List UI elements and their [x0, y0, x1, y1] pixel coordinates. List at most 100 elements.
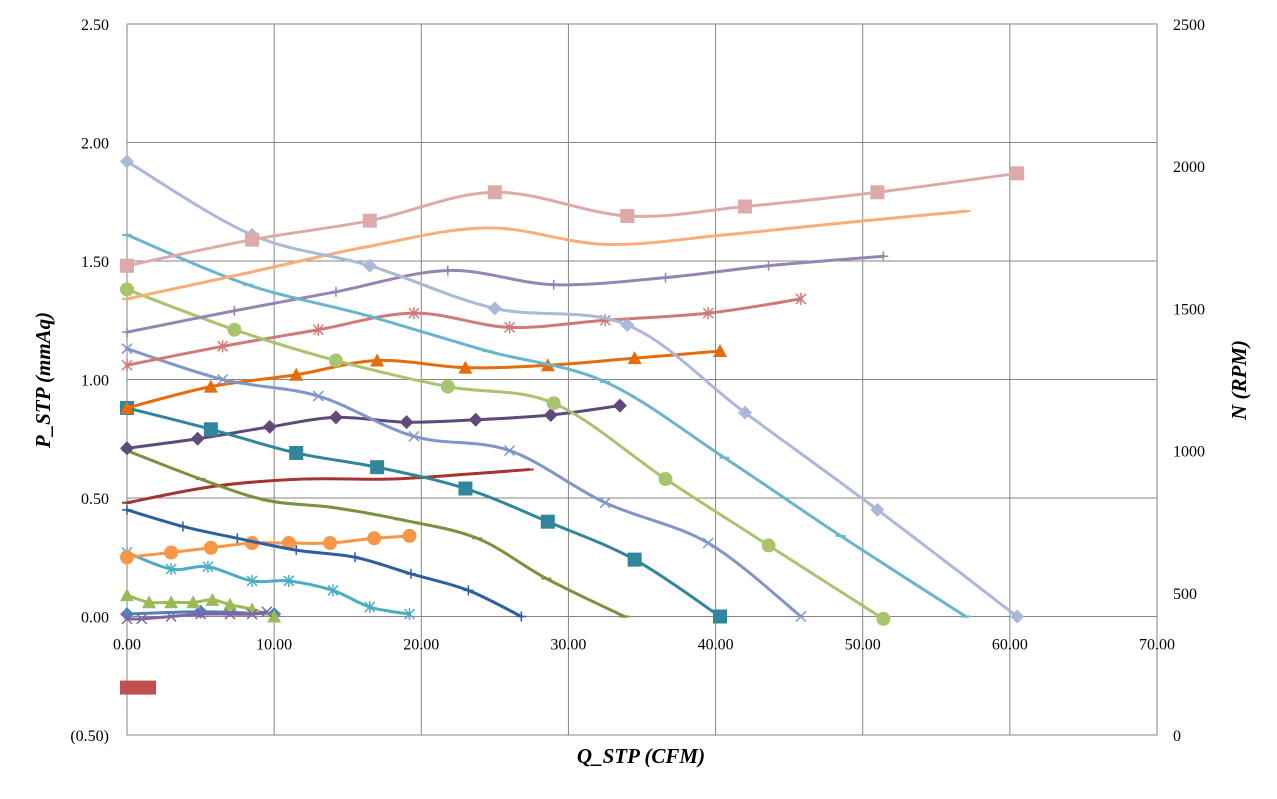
x-tick-label: 70.00 [1139, 637, 1175, 654]
data-point [468, 412, 483, 427]
data-point [399, 415, 414, 430]
data-point [362, 213, 377, 228]
data-point [281, 536, 296, 551]
data-point [504, 321, 516, 334]
series [120, 400, 727, 624]
series-line [125, 551, 412, 616]
axes: 0.00 10.00 20.00 30.00 40.00 50.00 60.00 70.00 (… [70, 17, 1205, 745]
data-point [620, 317, 635, 332]
data-point [367, 531, 382, 546]
data-point [120, 680, 134, 695]
data-point [120, 154, 134, 169]
data-point [121, 613, 133, 625]
data-point [245, 232, 260, 247]
y-axis-title: P_STP (mmAq) [31, 312, 55, 449]
x-tick-label: 50.00 [845, 637, 881, 654]
data-point [370, 353, 385, 367]
data-point [516, 611, 527, 622]
y2-tick-label: 2000 [1173, 159, 1205, 176]
data-point [878, 251, 889, 262]
series-line [125, 254, 885, 334]
data-point [795, 610, 807, 623]
data-point [205, 592, 220, 606]
data-point [224, 608, 236, 620]
data-point [223, 597, 237, 611]
data-point [246, 574, 258, 587]
data-point [121, 343, 133, 355]
data-point [190, 431, 205, 446]
data-point [458, 481, 473, 496]
data-point [195, 608, 207, 620]
series [121, 606, 273, 625]
data-point [283, 574, 295, 587]
y-tick-label: 2.50 [81, 17, 109, 34]
data-point [370, 460, 385, 475]
series-line [125, 171, 1019, 268]
data-point [328, 353, 343, 368]
series [120, 166, 1025, 273]
plot-border [126, 23, 1158, 736]
series-line [125, 209, 968, 301]
y2-tick-label: 1000 [1173, 444, 1205, 461]
series [120, 282, 891, 626]
data-point [203, 379, 218, 393]
series [122, 233, 971, 618]
data-point [217, 373, 229, 386]
y-tick-label: 1.50 [81, 254, 109, 271]
data-point [458, 360, 473, 374]
data-point [548, 279, 559, 290]
data-point [203, 422, 218, 437]
x-tick-label: 0.00 [113, 637, 141, 654]
data-point [330, 286, 341, 297]
x-tick-label: 60.00 [992, 637, 1028, 654]
y2-tick-label: 0 [1173, 728, 1181, 745]
data-point [712, 344, 727, 358]
data-point [1010, 609, 1025, 624]
series [120, 154, 1025, 624]
series [121, 546, 416, 621]
y-tick-label: 1.00 [81, 373, 109, 390]
data-point [121, 359, 133, 372]
series-line [125, 508, 523, 618]
series [122, 504, 527, 622]
series [120, 680, 157, 695]
series-line [125, 287, 885, 621]
x-tick-label: 40.00 [698, 637, 734, 654]
data-point [738, 199, 752, 214]
data-point [229, 305, 240, 316]
data-point [246, 608, 258, 620]
data-point [440, 379, 455, 394]
data-point [403, 608, 416, 621]
data-point [362, 258, 377, 273]
data-point [136, 613, 148, 625]
data-point [402, 528, 417, 543]
data-point [738, 405, 752, 420]
data-point [1010, 166, 1025, 181]
data-point [202, 560, 214, 573]
data-point [122, 504, 132, 515]
data-point [627, 552, 642, 567]
data-point [289, 445, 304, 460]
data-point [364, 601, 376, 614]
data-point [327, 584, 339, 597]
y2-tick-label: 2500 [1173, 17, 1205, 34]
series [120, 344, 727, 414]
series-line [125, 159, 1019, 618]
data-point [261, 606, 273, 618]
series [121, 343, 807, 623]
data-point [702, 537, 714, 549]
data-point [504, 445, 516, 457]
data-point [120, 441, 134, 456]
data-point [540, 514, 555, 529]
data-point [612, 398, 627, 413]
series [122, 209, 971, 301]
data-point [164, 595, 179, 609]
data-point [620, 208, 635, 223]
series [120, 528, 417, 565]
data-point [120, 550, 134, 565]
data-point [487, 301, 502, 316]
y-tick-label: 2.00 [81, 136, 109, 153]
data-point [142, 680, 157, 695]
data-point [164, 545, 179, 560]
